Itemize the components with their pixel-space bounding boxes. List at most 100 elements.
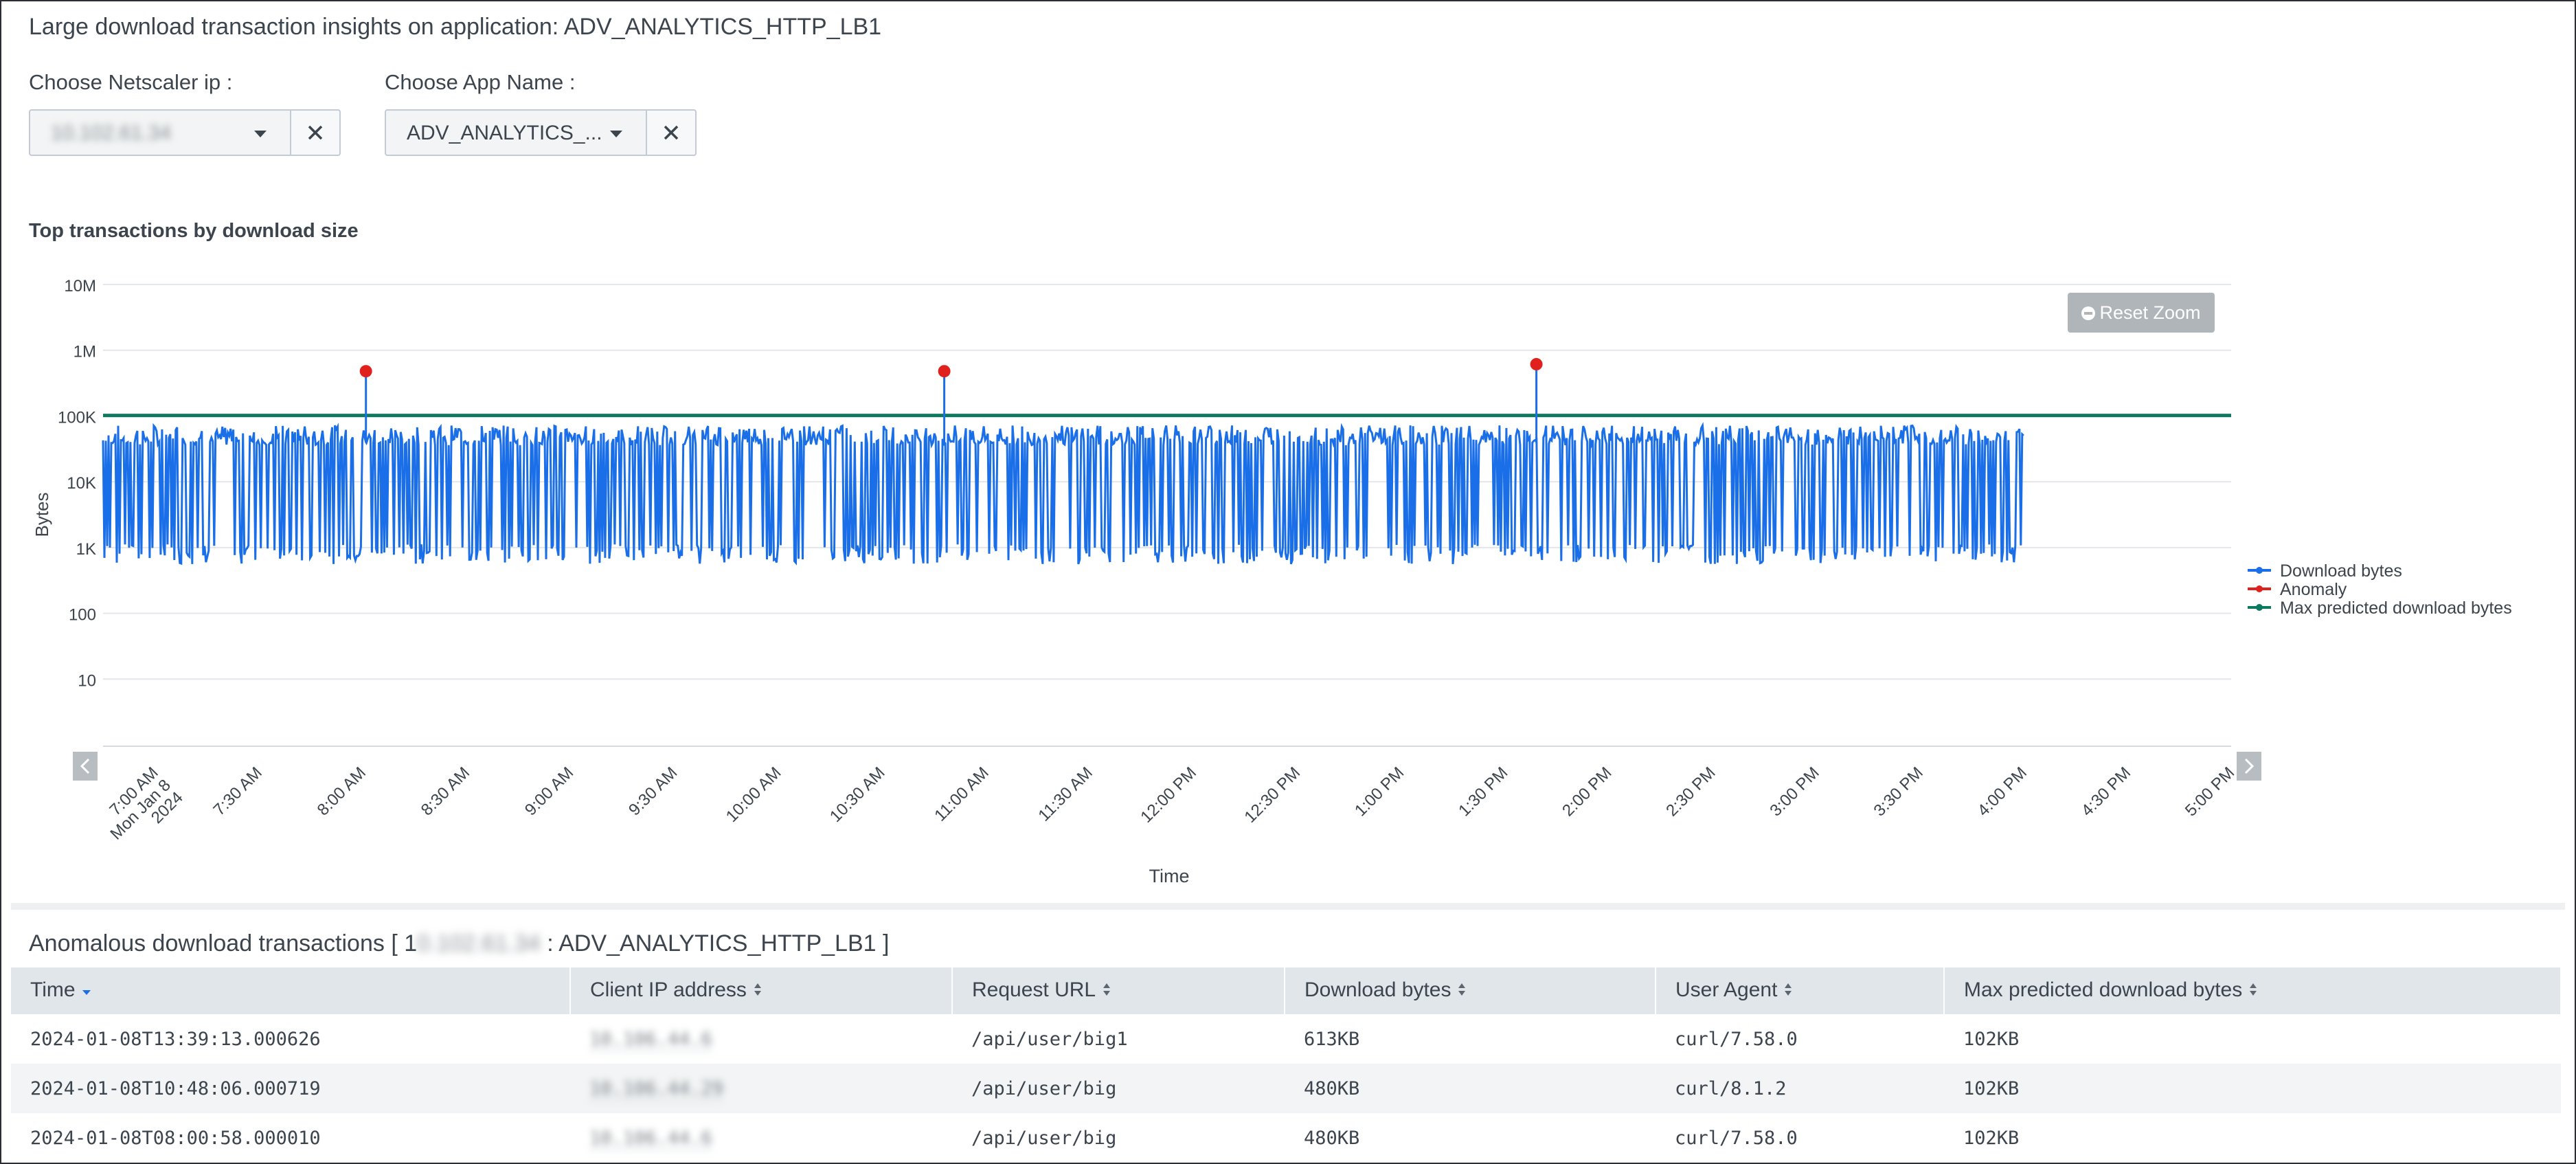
legend-item[interactable]: Download bytes xyxy=(2248,561,2402,581)
column-label: Time xyxy=(30,978,76,1002)
cell-request-url: /api/user/big xyxy=(952,1064,1285,1113)
cell-request-url: /api/user/big xyxy=(971,1127,1117,1149)
table-row[interactable]: 2024-01-08T10:48:06.000719 10.106.44.29 … xyxy=(11,1064,2561,1113)
section-divider xyxy=(11,903,2565,910)
sort-icon xyxy=(2248,980,2259,1003)
x-tick-label: 10:00 AM xyxy=(723,763,785,826)
table-title-suffix: : ADV_ANALYTICS_HTTP_LB1 ] xyxy=(540,930,890,956)
close-icon xyxy=(664,125,679,140)
column-header-max-predicted[interactable]: Max predicted download bytes xyxy=(1944,967,2562,1014)
cell-download-bytes: 480KB xyxy=(1285,1064,1656,1113)
reset-zoom-label: Reset Zoom xyxy=(2099,302,2201,323)
x-tick-label: 11:30 AM xyxy=(1035,763,1096,825)
sort-desc-icon xyxy=(81,980,92,1003)
x-tick-label: 7:30 AM xyxy=(210,763,266,819)
x-axis-title: Time xyxy=(1149,866,1190,886)
cell-max-predicted: 102KB xyxy=(1963,1028,2020,1050)
column-label: Max predicted download bytes xyxy=(1964,978,2243,1002)
y-tick-label: 100K xyxy=(58,408,96,427)
table-title: Anomalous download transactions [ 10.102… xyxy=(29,930,889,957)
table-title-ip: 0.102.61.34 xyxy=(417,930,541,956)
cell-user-agent: curl/8.1.2 xyxy=(1656,1064,1944,1113)
sort-icon xyxy=(1101,980,1112,1003)
cell-max-predicted: 102KB xyxy=(1944,1064,2561,1113)
chevron-right-icon[interactable] xyxy=(2237,752,2261,781)
legend-marker xyxy=(2256,604,2263,611)
chevron-right-glyph xyxy=(2244,758,2255,774)
app-name-select[interactable]: ADV_ANALYTICS_... xyxy=(385,109,647,156)
x-tick-label: 8:30 AM xyxy=(418,763,473,819)
netscaler-ip-value: 10.102.61.34 xyxy=(51,122,172,144)
sort-icon xyxy=(752,980,763,1003)
cell-request-url: /api/user/big1 xyxy=(971,1028,1128,1050)
x-tick-label: 4:30 PM xyxy=(2078,763,2134,820)
app-name-value: ADV_ANALYTICS_... xyxy=(407,122,602,144)
anomaly-point[interactable] xyxy=(1530,358,1543,371)
x-tick-label: 12:30 PM xyxy=(1241,763,1304,827)
scroll-left-button[interactable] xyxy=(73,752,98,781)
y-tick-label: 1K xyxy=(76,540,96,559)
netscaler-filter-label: Choose Netscaler ip : xyxy=(29,70,233,94)
anomaly-point[interactable] xyxy=(938,365,951,378)
legend-marker xyxy=(2256,585,2263,592)
x-tick-label: 5:00 PM xyxy=(2182,763,2238,820)
table-title-prefix: Anomalous download transactions [ 1 xyxy=(29,930,418,956)
column-header-time[interactable]: Time xyxy=(11,967,571,1014)
chevron-left-icon[interactable] xyxy=(73,752,98,781)
cell-download-bytes: 480KB xyxy=(1304,1127,1360,1149)
x-tick-label: 4:00 PM xyxy=(1974,763,2031,820)
chevron-left-glyph xyxy=(80,758,90,774)
x-tick-label: 3:00 PM xyxy=(1766,763,1822,820)
legend-label: Max predicted download bytes xyxy=(2280,598,2512,618)
sort-icon xyxy=(1783,980,1794,1003)
table-header-row: Time Client IP address Request URL Downl… xyxy=(11,967,2562,1014)
legend-item[interactable]: Anomaly xyxy=(2248,580,2347,599)
cell-client-ip: 10.106.44.6 xyxy=(570,1113,952,1163)
column-label: User Agent xyxy=(1675,978,1778,1002)
cell-client-ip: 10.106.44.6 xyxy=(570,1014,952,1064)
chart-title: Top transactions by download size xyxy=(29,220,359,242)
cell-max-predicted: 102KB xyxy=(1963,1127,2020,1149)
column-label: Client IP address xyxy=(590,978,747,1002)
x-tick-label: 12:00 PM xyxy=(1137,763,1200,827)
netscaler-clear-button[interactable] xyxy=(291,109,341,156)
column-header-download-bytes[interactable]: Download bytes xyxy=(1285,967,1656,1014)
x-tick-label: 1:00 PM xyxy=(1351,763,1408,820)
reset-zoom-button[interactable]: Reset Zoom xyxy=(2068,293,2215,333)
x-tick-label: 10:30 AM xyxy=(826,763,889,826)
close-icon xyxy=(308,125,323,140)
download-bytes-line xyxy=(102,364,2024,566)
table-row[interactable]: 2024-01-08T13:39:13.000626 10.106.44.6 /… xyxy=(11,1014,2561,1064)
client-ip-value: 10.106.44.6 xyxy=(589,1127,712,1150)
cell-time: 2024-01-08T08:00:58.000010 xyxy=(30,1127,321,1149)
chevron-down-icon xyxy=(610,131,622,137)
y-axis-title: Bytes xyxy=(32,492,52,537)
cell-user-agent: curl/7.58.0 xyxy=(1675,1127,1798,1149)
table-row[interactable]: 2024-01-08T08:00:58.000010 10.106.44.6 /… xyxy=(11,1113,2561,1163)
client-ip-value: 10.106.44.29 xyxy=(589,1077,724,1101)
column-header-client-ip[interactable]: Client IP address xyxy=(570,967,953,1014)
client-ip-value: 10.106.44.6 xyxy=(589,1028,712,1051)
x-tick-label: 1:30 PM xyxy=(1455,763,1511,820)
app-clear-button[interactable] xyxy=(647,109,697,156)
column-label: Request URL xyxy=(972,978,1096,1002)
anomaly-point[interactable] xyxy=(359,365,372,378)
x-tick-label: 2:00 PM xyxy=(1559,763,1615,820)
y-tick-label: 10M xyxy=(64,277,96,295)
cell-download-bytes: 613KB xyxy=(1304,1028,1360,1050)
column-header-request-url[interactable]: Request URL xyxy=(952,967,1285,1014)
x-tick-label: 3:30 PM xyxy=(1871,763,1927,820)
column-header-user-agent[interactable]: User Agent xyxy=(1656,967,1945,1014)
cell-user-agent: curl/7.58.0 xyxy=(1675,1028,1798,1050)
netscaler-ip-select[interactable]: 10.102.61.34 xyxy=(29,109,291,156)
scroll-right-button[interactable] xyxy=(2237,752,2261,781)
anomalies-table: Time Client IP address Request URL Downl… xyxy=(11,967,2562,1163)
y-tick-label: 100 xyxy=(69,606,96,625)
legend-item[interactable]: Max predicted download bytes xyxy=(2248,598,2512,618)
y-tick-label: 10 xyxy=(78,671,96,690)
zoom-out-icon xyxy=(2081,306,2096,320)
app-filter-label: Choose App Name : xyxy=(385,70,576,94)
x-tick-label: 11:00 AM xyxy=(931,763,993,825)
